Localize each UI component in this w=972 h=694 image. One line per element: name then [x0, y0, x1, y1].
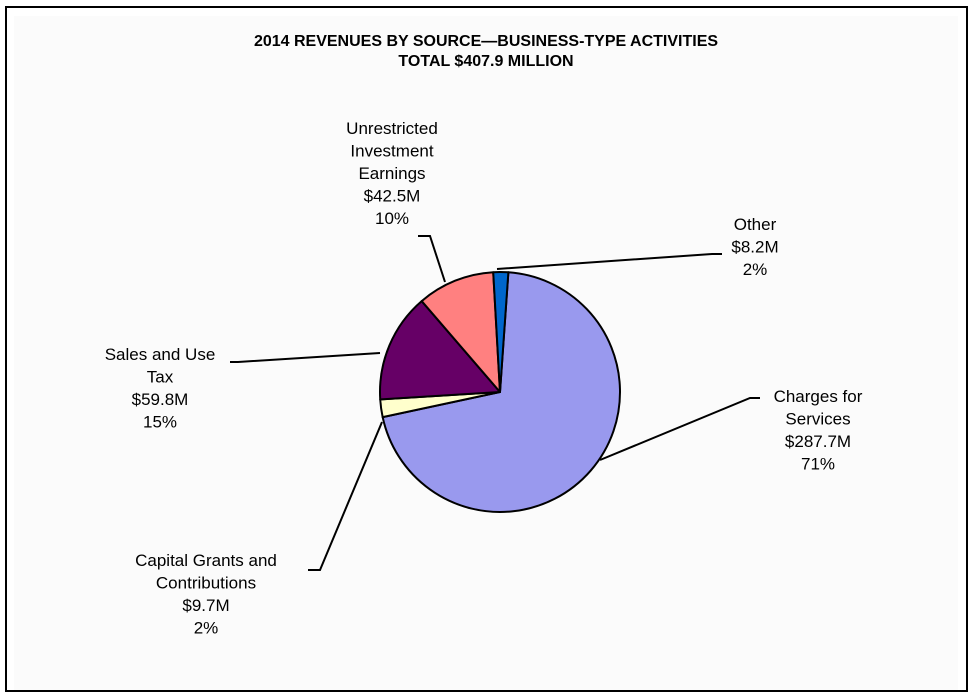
leader-line-investment-earnings — [418, 235, 446, 283]
data-label-sales-and-use-tax: Sales and Use Tax $59.8M 15% — [105, 345, 216, 432]
pie-slice-charges-for-services — [381, 271, 622, 513]
data-label-capital-grants: Capital Grants and Contributions $9.7M 2% — [135, 551, 277, 638]
leader-line-other — [496, 253, 722, 270]
pie-slice-other — [492, 271, 510, 393]
leader-line-sales-and-use-tax — [230, 352, 381, 363]
leader-line-charges-for-services — [599, 397, 760, 461]
data-label-other: Other $8.2M 2% — [731, 215, 778, 279]
data-label-charges-for-services: Charges for Services $287.7M 71% — [774, 387, 863, 474]
pie-slice-investment-earnings — [420, 271, 501, 393]
pie-slice-sales-and-use-tax — [379, 300, 501, 401]
leader-line-capital-grants — [308, 421, 383, 571]
chart-title: 2014 REVENUES BY SOURCE—BUSINESS-TYPE AC… — [253, 33, 719, 50]
chart-subtitle: TOTAL $407.9 MILLION — [398, 53, 574, 70]
data-label-investment-earnings: Unrestricted Investment Earnings $42.5M 10% — [346, 119, 438, 228]
